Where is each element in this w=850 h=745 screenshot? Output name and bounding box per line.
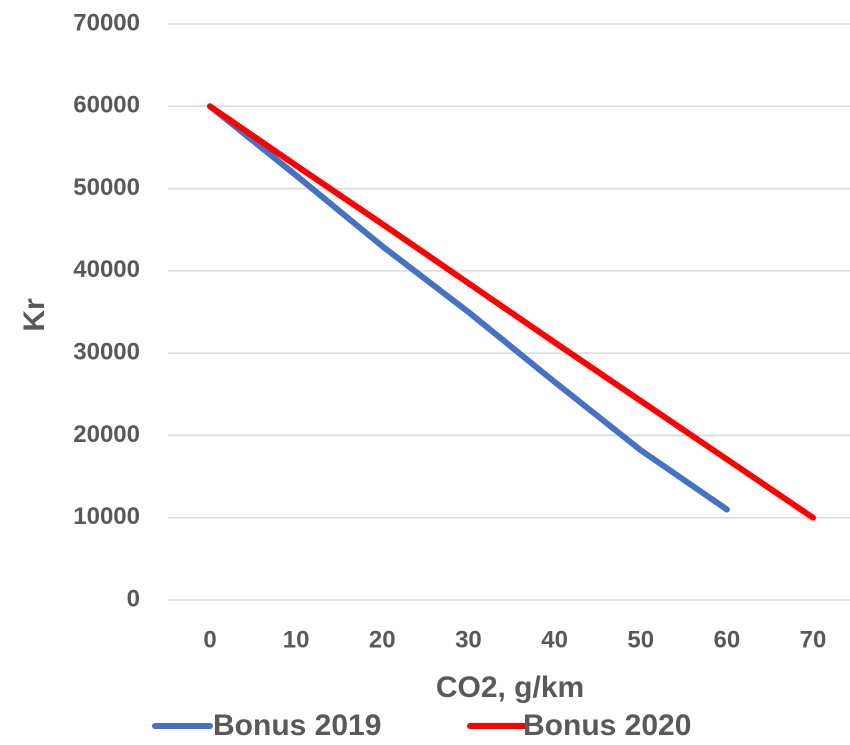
x-tick-label: 70 [800,626,827,653]
x-axis-tick-labels: 0 10 20 30 40 50 60 70 [203,626,826,653]
series-line-bonus-2020 [207,103,816,521]
gridlines [168,23,850,601]
y-tick-label: 40000 [73,256,140,283]
y-tick-label: 50000 [73,174,140,201]
y-axis-title: Kr [18,298,51,332]
legend-label-bonus-2020: Bonus 2020 [523,709,691,742]
x-tick-label: 10 [283,626,310,653]
x-axis-title: CO2, g/km [436,671,584,704]
x-tick-label: 50 [627,626,654,653]
y-tick-label: 10000 [73,503,140,530]
series-line-bonus-2019 [207,103,730,513]
x-tick-label: 20 [369,626,396,653]
x-tick-label: 30 [455,626,482,653]
x-tick-label: 40 [541,626,568,653]
y-tick-label: 70000 [73,9,140,36]
x-tick-label: 0 [203,626,216,653]
y-tick-label: 30000 [73,338,140,365]
y-axis-tick-labels: 0 10000 20000 30000 40000 50000 60000 70000 [73,9,140,612]
y-tick-label: 20000 [73,421,140,448]
x-tick-label: 60 [714,626,741,653]
legend-label-bonus-2019: Bonus 2019 [213,709,381,742]
legend: Bonus 2019 Bonus 2020 [152,709,691,742]
series-lines [207,103,816,521]
y-tick-label: 60000 [73,92,140,119]
y-tick-label: 0 [127,585,140,612]
